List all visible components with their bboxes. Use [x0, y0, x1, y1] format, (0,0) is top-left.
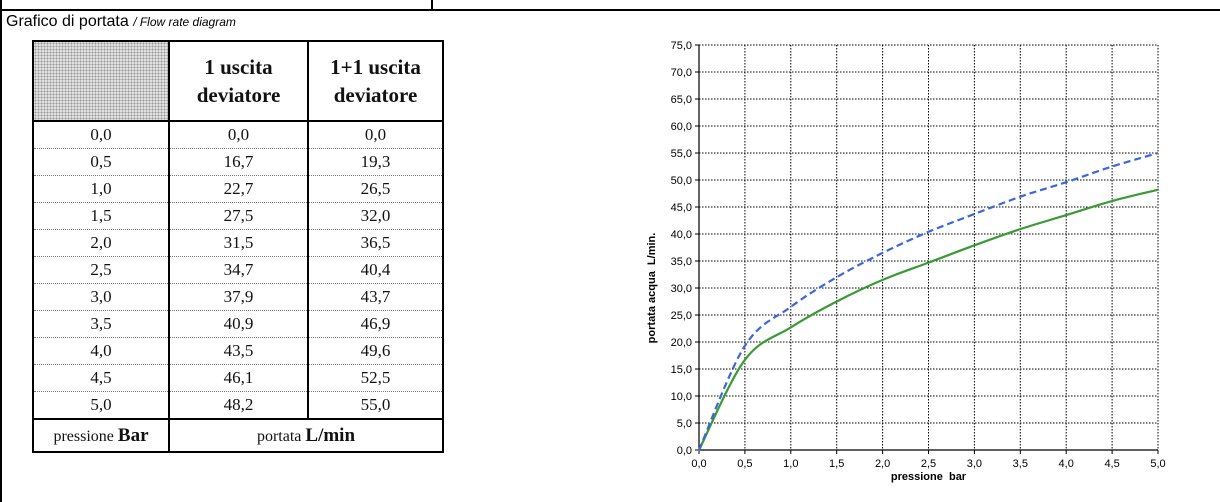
y-tick-label: 10,0	[671, 391, 692, 403]
table-row: 0,5 16,7 19,3	[32, 148, 444, 176]
footer-flow-unit: L/min	[305, 424, 356, 446]
footer-flow: portata L/min	[168, 419, 444, 453]
flow-two-outlets-cell: 55,0	[307, 391, 444, 420]
table-row: 1,0 22,7 26,5	[32, 175, 444, 203]
flow-two-outlets-cell: 43,7	[307, 283, 444, 311]
flow-one-outlet-cell: 31,5	[168, 229, 309, 257]
y-tick-label: 45,0	[671, 202, 692, 214]
y-tick-label: 15,0	[671, 364, 692, 376]
top-rule	[0, 0, 1220, 11]
x-tick-label: 2,0	[875, 458, 890, 470]
flow-one-outlet-cell: 40,9	[168, 310, 309, 338]
y-tick-label: 75,0	[671, 40, 692, 52]
table-row: 5,0 48,2 55,0	[32, 391, 444, 420]
x-tick-label: 1,5	[829, 458, 844, 470]
flow-two-outlets-cell: 49,6	[307, 337, 444, 365]
pressure-cell: 2,5	[32, 256, 170, 284]
pressure-cell: 2,0	[32, 229, 170, 257]
header-divider	[0, 9, 1220, 11]
x-axis-title: pressione bar	[891, 471, 967, 483]
flow-rate-table: 1 uscita deviatore 1+1 uscita deviatore …	[32, 40, 444, 453]
pressure-cell: 3,0	[32, 283, 170, 311]
y-tick-label: 40,0	[671, 229, 692, 241]
flow-one-outlet-cell: 34,7	[168, 256, 309, 284]
x-tick-label: 4,5	[1104, 458, 1119, 470]
y-tick-label: 65,0	[671, 94, 692, 106]
flow-one-outlet-cell: 16,7	[168, 148, 309, 176]
x-tick-label: 0,5	[737, 458, 752, 470]
header-two-outlets: 1+1 uscita deviatore	[307, 40, 444, 122]
pressure-cell: 1,0	[32, 175, 170, 203]
pressure-cell: 4,5	[32, 364, 170, 392]
flow-two-outlets-cell: 40,4	[307, 256, 444, 284]
flow-one-outlet-cell: 27,5	[168, 202, 309, 230]
y-tick-label: 30,0	[671, 283, 692, 295]
table-row: 4,5 46,1 52,5	[32, 364, 444, 392]
caption-english: / Flow rate diagram	[133, 15, 236, 29]
y-axis-title: portata acqua L/min.	[646, 233, 658, 344]
y-tick-label: 60,0	[671, 121, 692, 133]
caption: Grafico di portata / Flow rate diagram	[6, 13, 236, 31]
table-footer-row: pressione Bar portata L/min	[32, 419, 444, 453]
flow-one-outlet-cell: 22,7	[168, 175, 309, 203]
x-tick-label: 0,0	[691, 458, 706, 470]
flow-two-outlets-cell: 32,0	[307, 202, 444, 230]
pressure-cell: 4,0	[32, 337, 170, 365]
pressure-cell: 1,5	[32, 202, 170, 230]
flow-two-outlets-cell: 26,5	[307, 175, 444, 203]
chart-svg: 0,0 5,0 10,0 15,0 20,0 25,0 30,0 35,0 40,0 45,0 50…	[646, 40, 1166, 483]
flow-two-outlets-cell: 52,5	[307, 364, 444, 392]
flow-one-outlet-cell: 37,9	[168, 283, 309, 311]
series-line-two-outlets	[697, 151, 1159, 451]
x-tick-label: 1,0	[783, 458, 798, 470]
flow-two-outlets-cell: 36,5	[307, 229, 444, 257]
y-tick-label: 25,0	[671, 310, 692, 322]
x-tick-label: 3,5	[1013, 458, 1028, 470]
y-tick-label: 20,0	[671, 337, 692, 349]
table-row: 4,0 43,5 49,6	[32, 337, 444, 365]
x-tick-label: 5,0	[1150, 458, 1165, 470]
pressure-cell: 5,0	[32, 391, 170, 420]
footer-pressure: pressione Bar	[32, 419, 170, 453]
table-row: 0,0 0,0 0,0	[32, 121, 444, 149]
table-row: 3,0 37,9 43,7	[32, 283, 444, 311]
y-tick-label: 35,0	[671, 256, 692, 268]
header-one-outlet: 1 uscita deviatore	[168, 40, 309, 122]
y-tick-label: 0,0	[677, 445, 692, 457]
table-row: 3,5 40,9 46,9	[32, 310, 444, 338]
flow-two-outlets-cell: 0,0	[307, 121, 444, 149]
flow-one-outlet-cell: 48,2	[168, 391, 309, 420]
table-row: 2,5 34,7 40,4	[32, 256, 444, 284]
footer-pressure-unit: Bar	[117, 424, 149, 446]
hatched-corner-cell	[32, 40, 170, 122]
column-divider	[431, 0, 433, 10]
table-header-row: 1 uscita deviatore 1+1 uscita deviatore	[32, 40, 444, 122]
y-tick-label: 50,0	[671, 175, 692, 187]
table-body: 0,0 0,0 0,0 0,5 16,7 19,3 1,0 22,7 26,5 1,5 27,5 32…	[32, 121, 444, 420]
table-row: 2,0 31,5 36,5	[32, 229, 444, 257]
y-tick-label: 5,0	[677, 418, 692, 430]
flow-one-outlet-cell: 0,0	[168, 121, 309, 149]
x-tick-label: 3,0	[967, 458, 982, 470]
caption-italian: Grafico di portata	[6, 13, 129, 30]
pressure-cell: 0,0	[32, 121, 170, 149]
flow-one-outlet-cell: 46,1	[168, 364, 309, 392]
x-tick-label: 4,0	[1059, 458, 1074, 470]
y-tick-label: 55,0	[671, 148, 692, 160]
flow-one-outlet-cell: 43,5	[168, 337, 309, 365]
x-tick-label: 2,5	[921, 458, 936, 470]
pressure-cell: 0,5	[32, 148, 170, 176]
series-line-one-outlet	[697, 188, 1160, 452]
flow-rate-chart: 0,0 5,0 10,0 15,0 20,0 25,0 30,0 35,0 40,0 45,0 50…	[640, 32, 1180, 497]
y-tick-label: 70,0	[671, 67, 692, 79]
pressure-cell: 3,5	[32, 310, 170, 338]
left-border	[0, 0, 2, 502]
table-row: 1,5 27,5 32,0	[32, 202, 444, 230]
flow-two-outlets-cell: 46,9	[307, 310, 444, 338]
flow-two-outlets-cell: 19,3	[307, 148, 444, 176]
